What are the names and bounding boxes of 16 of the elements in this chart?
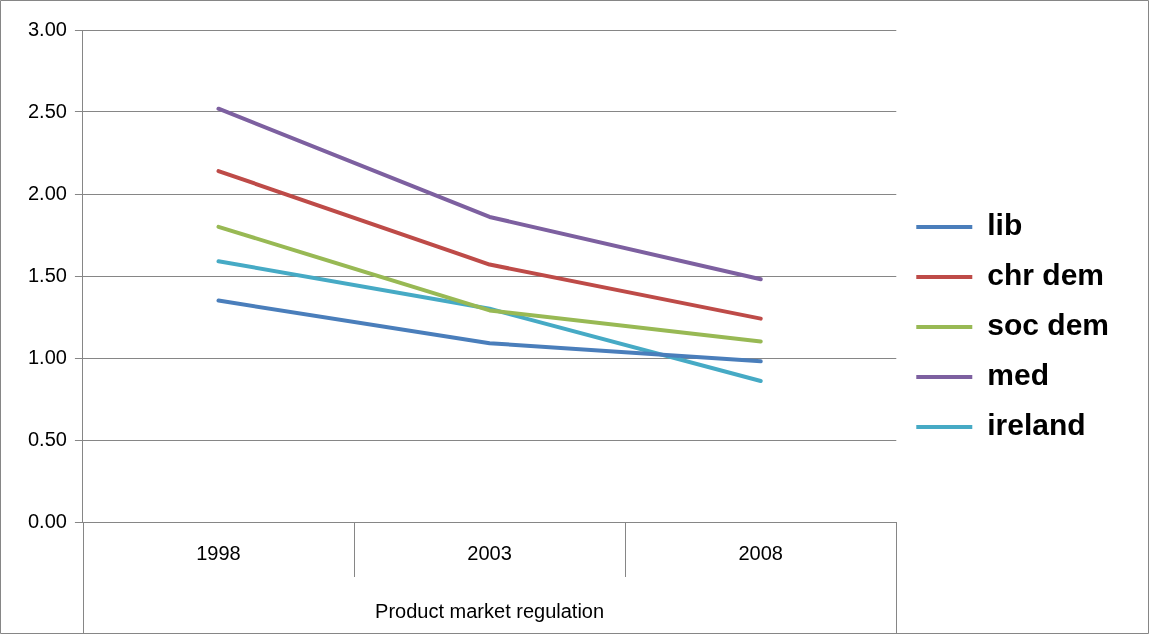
legend-label: med xyxy=(987,358,1049,392)
x-tick-label: 2008 xyxy=(738,541,783,564)
legend-label: soc dem xyxy=(987,308,1109,342)
x-tick-label: 2003 xyxy=(467,541,512,564)
y-tick-label: 0.50 xyxy=(27,427,67,450)
y-tick-label: 1.50 xyxy=(27,263,67,286)
y-tick-label: 1.00 xyxy=(27,345,67,368)
legend-label: ireland xyxy=(987,408,1086,442)
x-axis-title: Product market regulation xyxy=(375,599,605,622)
legend-label: chr dem xyxy=(987,258,1104,292)
y-tick-label: 2.50 xyxy=(27,99,67,122)
y-tick-label: 3.00 xyxy=(27,17,67,40)
legend-label: lib xyxy=(987,208,1023,242)
x-tick-label: 1998 xyxy=(196,541,241,564)
y-tick-label: 2.00 xyxy=(27,181,67,204)
y-tick-label: 0.00 xyxy=(27,509,67,532)
